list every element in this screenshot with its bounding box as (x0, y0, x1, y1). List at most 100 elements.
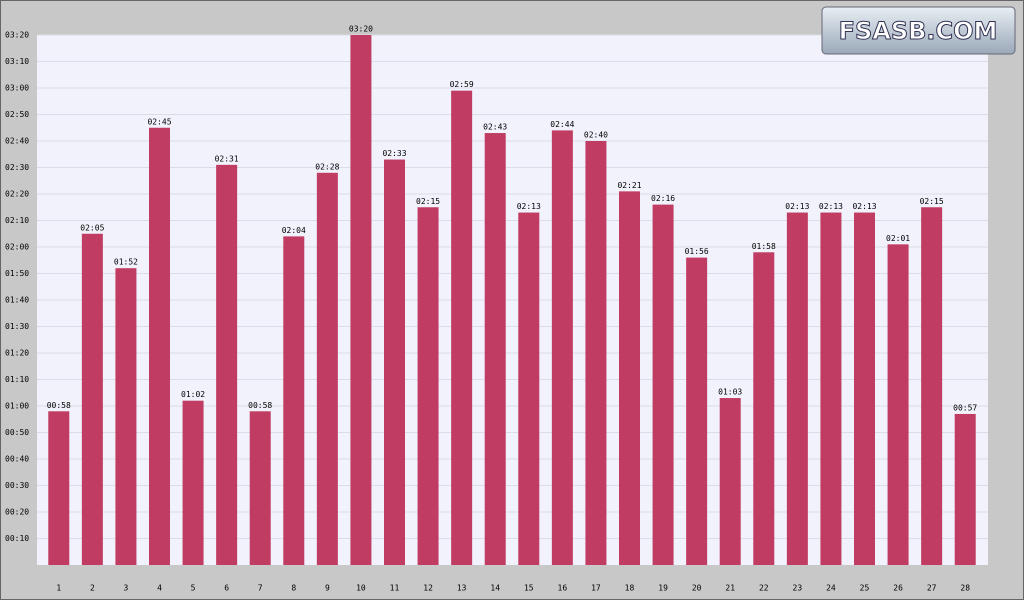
x-tick-label: 12 (423, 584, 433, 593)
x-tick-label: 25 (860, 584, 870, 593)
value-label: 02:04 (282, 226, 306, 235)
bar (81, 233, 103, 565)
x-tick-label: 21 (725, 584, 735, 593)
x-tick-label: 4 (157, 584, 162, 593)
y-tick-label: 00:50 (5, 428, 29, 437)
y-tick-label: 01:00 (5, 402, 29, 411)
x-tick-label: 24 (826, 584, 836, 593)
bar (518, 212, 540, 566)
bar (820, 212, 842, 566)
value-label: 02:13 (819, 202, 843, 211)
value-label: 01:02 (181, 390, 205, 399)
value-label: 02:59 (450, 80, 474, 89)
bar (484, 133, 506, 566)
y-tick-label: 00:30 (5, 481, 29, 490)
bar (786, 212, 808, 566)
bar (686, 257, 708, 565)
y-tick-label: 02:10 (5, 216, 29, 225)
bar (585, 141, 607, 565)
x-tick-label: 23 (793, 584, 803, 593)
watermark-box (821, 6, 1016, 55)
x-tick-label: 11 (390, 584, 400, 593)
x-tick-label: 6 (224, 584, 229, 593)
bar (551, 130, 573, 565)
y-tick-label: 01:40 (5, 296, 29, 305)
value-label: 02:33 (382, 149, 406, 158)
bar (283, 236, 305, 565)
value-label: 00:58 (47, 401, 71, 410)
x-tick-label: 15 (524, 584, 534, 593)
x-tick-label: 20 (692, 584, 702, 593)
x-tick-label: 14 (490, 584, 500, 593)
bar (417, 207, 439, 565)
x-tick-label: 1 (56, 584, 61, 593)
y-tick-label: 02:40 (5, 137, 29, 146)
watermark: FSASB.COM (839, 17, 998, 45)
value-label: 02:13 (852, 202, 876, 211)
value-label: 02:15 (920, 197, 944, 206)
y-tick-label: 03:00 (5, 84, 29, 93)
value-label: 02:44 (550, 120, 574, 129)
bar (451, 90, 473, 566)
x-tick-label: 17 (591, 584, 601, 593)
value-label: 02:16 (651, 194, 675, 203)
bar (854, 212, 875, 566)
y-tick-label: 02:50 (5, 110, 29, 119)
value-label: 01:52 (114, 258, 138, 267)
y-tick-label: 00:10 (5, 534, 29, 543)
x-tick-label: 2 (90, 584, 95, 593)
value-label: 01:56 (685, 247, 709, 256)
bar (350, 35, 372, 565)
x-tick-label: 27 (927, 584, 937, 593)
bar (48, 411, 70, 565)
bar (719, 398, 741, 565)
x-tick-label: 22 (759, 584, 769, 593)
value-label: 02:28 (315, 162, 339, 171)
value-label: 02:31 (215, 154, 239, 163)
value-label: 02:01 (886, 234, 910, 243)
y-tick-label: 00:20 (5, 508, 29, 517)
value-label: 01:58 (752, 242, 776, 251)
y-tick-label: 01:30 (5, 322, 29, 331)
x-tick-label: 19 (658, 584, 668, 593)
bar (887, 244, 909, 565)
bar (182, 400, 204, 565)
value-label: 00:58 (248, 401, 272, 410)
bar (149, 127, 170, 565)
x-tick-label: 13 (457, 584, 467, 593)
value-label: 02:21 (617, 181, 641, 190)
bar (753, 252, 775, 566)
y-tick-label: 01:20 (5, 349, 29, 358)
x-tick-label: 5 (191, 584, 196, 593)
x-tick-label: 28 (960, 584, 970, 593)
y-tick-label: 02:30 (5, 163, 29, 172)
y-tick-label: 03:10 (5, 57, 29, 66)
y-tick-label: 01:50 (5, 269, 29, 278)
value-label: 02:40 (584, 131, 608, 140)
y-tick-label: 02:00 (5, 243, 29, 252)
value-label: 02:13 (517, 202, 541, 211)
value-label: 03:20 (349, 25, 373, 34)
bar (652, 204, 674, 565)
x-tick-label: 10 (356, 584, 366, 593)
bar (249, 411, 271, 565)
x-tick-label: 26 (893, 584, 903, 593)
bar (619, 191, 640, 565)
x-tick-label: 9 (325, 584, 330, 593)
value-label: 00:57 (953, 403, 977, 412)
x-tick-label: 8 (291, 584, 296, 593)
value-label: 02:13 (785, 202, 809, 211)
x-tick-label: 18 (625, 584, 635, 593)
value-label: 02:15 (416, 197, 440, 206)
bar (316, 172, 338, 566)
x-tick-label: 16 (558, 584, 568, 593)
x-tick-label: 7 (258, 584, 263, 593)
bar (384, 159, 405, 566)
bar (954, 413, 976, 565)
value-label: 02:43 (483, 123, 507, 132)
value-label: 01:03 (718, 388, 742, 397)
x-tick-label: 3 (124, 584, 129, 593)
y-tick-label: 02:20 (5, 190, 29, 199)
bar (921, 207, 943, 565)
